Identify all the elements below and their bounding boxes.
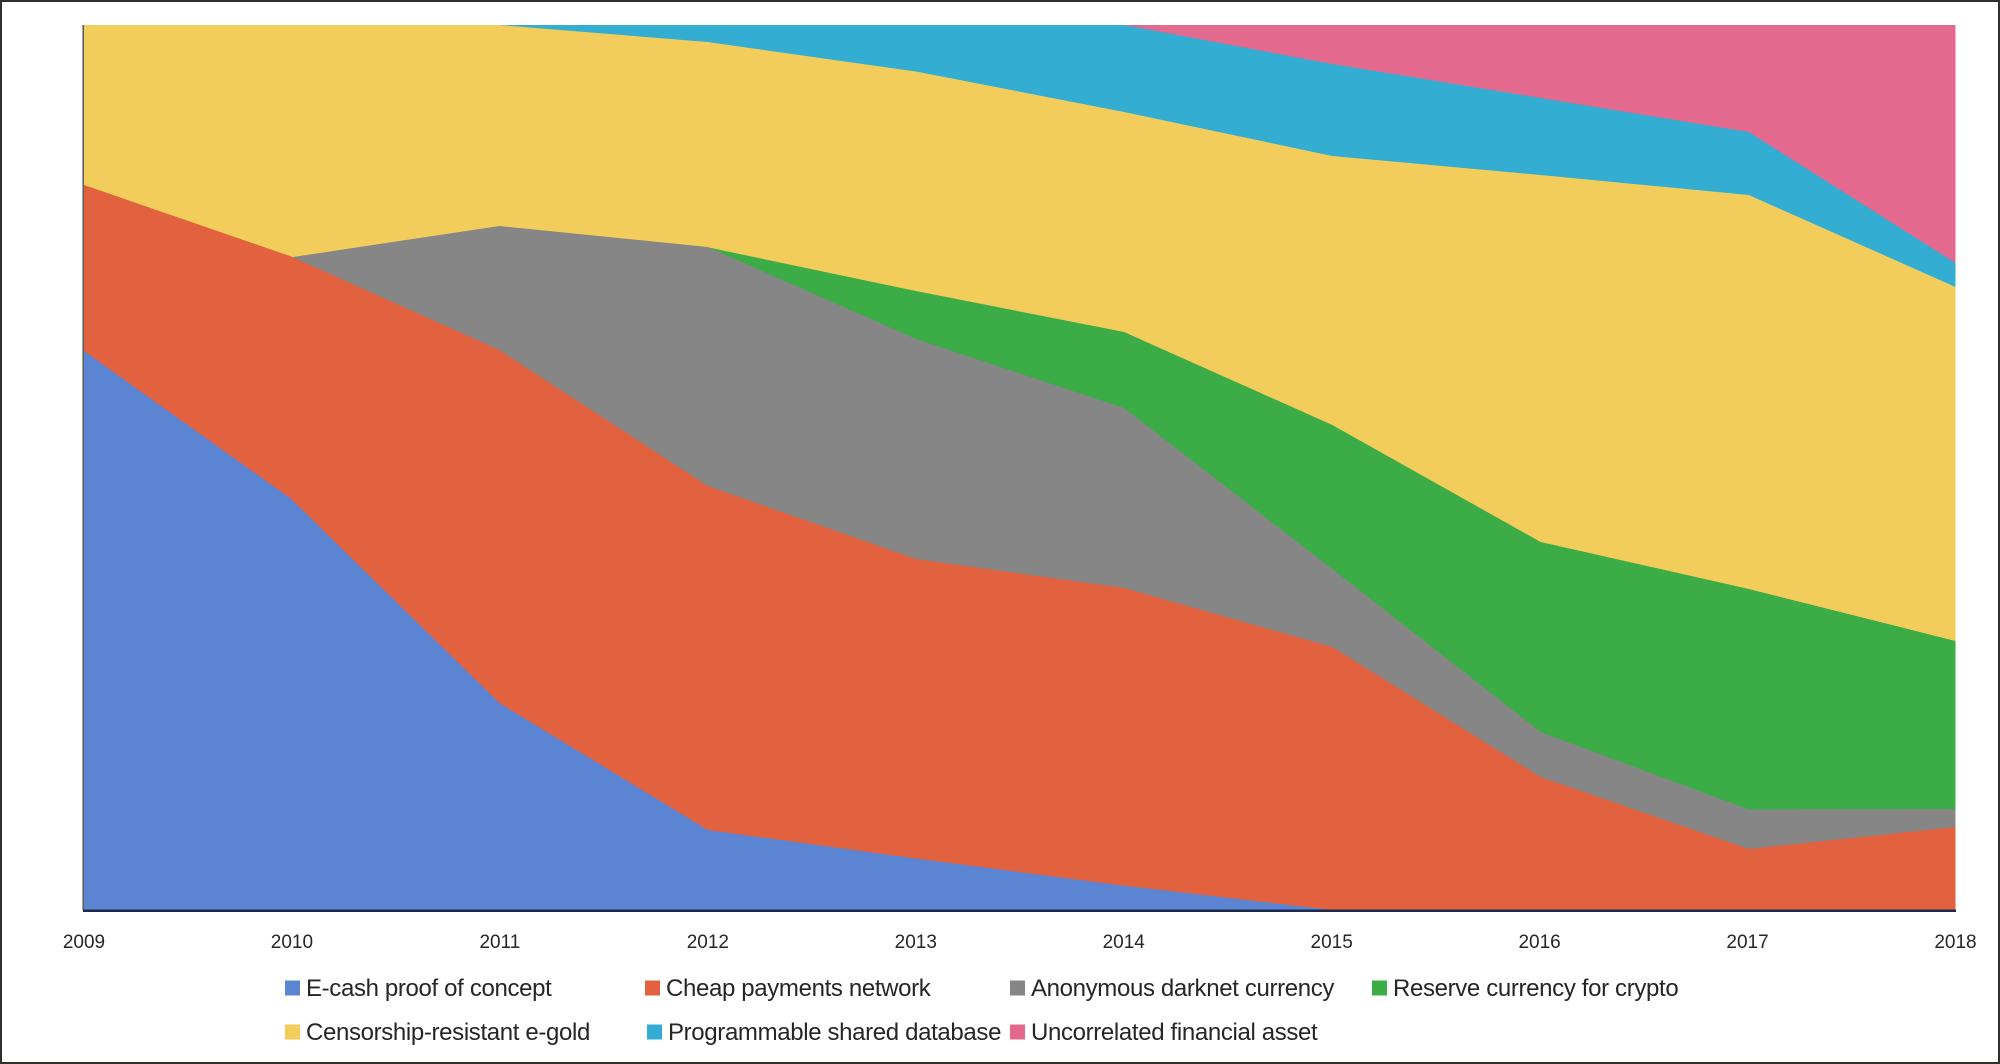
- svg-text:2013: 2013: [895, 932, 937, 953]
- svg-text:2015: 2015: [1311, 932, 1353, 953]
- svg-text:2017: 2017: [1726, 932, 1768, 953]
- svg-text:Programmable shared database: Programmable shared database: [668, 1019, 1001, 1046]
- svg-text:E-cash proof of concept: E-cash proof of concept: [306, 975, 552, 1002]
- svg-text:2011: 2011: [479, 932, 520, 953]
- svg-text:2009: 2009: [63, 932, 105, 953]
- svg-text:Anonymous darknet currency: Anonymous darknet currency: [1031, 975, 1334, 1002]
- svg-text:Cheap payments network: Cheap payments network: [666, 975, 932, 1002]
- svg-text:Censorship-resistant e-gold: Censorship-resistant e-gold: [306, 1019, 590, 1046]
- svg-text:2018: 2018: [1934, 932, 1976, 953]
- svg-text:2012: 2012: [687, 932, 729, 953]
- svg-text:Uncorrelated financial asset: Uncorrelated financial asset: [1031, 1019, 1318, 1046]
- svg-text:2016: 2016: [1518, 932, 1560, 953]
- svg-text:2014: 2014: [1103, 932, 1146, 953]
- svg-text:Reserve currency for crypto: Reserve currency for crypto: [1393, 975, 1678, 1002]
- svg-text:2010: 2010: [271, 932, 313, 953]
